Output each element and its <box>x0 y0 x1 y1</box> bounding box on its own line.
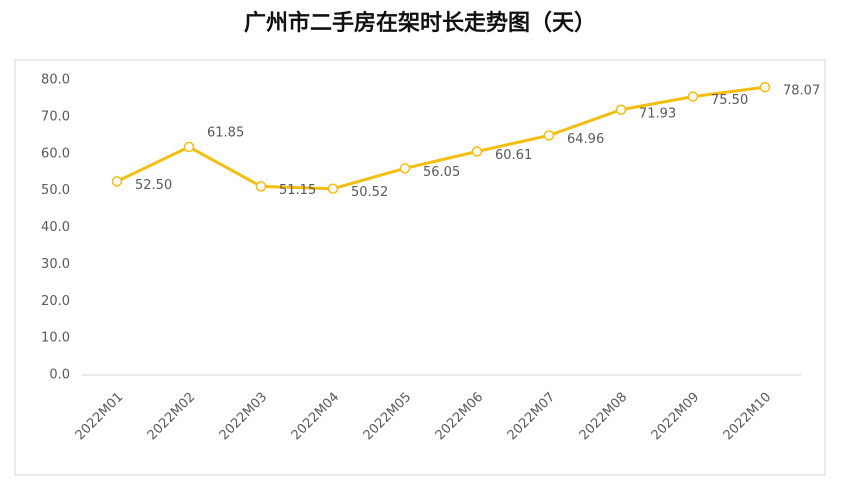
data-label: 75.50 <box>711 93 748 108</box>
y-tick-label: 10.0 <box>41 331 70 346</box>
y-tick-label: 40.0 <box>41 220 70 235</box>
chart-frame <box>14 59 826 476</box>
x-tick-label: 2022M03 <box>217 390 271 444</box>
x-tick-label: 2022M09 <box>649 390 703 444</box>
y-tick-label: 30.0 <box>41 257 70 272</box>
marker <box>255 181 267 192</box>
chart-title: 广州市二手房在架时长走势图（天） <box>244 10 596 36</box>
marker <box>183 141 195 153</box>
marker <box>543 130 555 141</box>
data-label: 61.85 <box>207 125 244 140</box>
marker <box>111 176 123 187</box>
marker <box>759 81 771 93</box>
line <box>116 85 766 191</box>
x-tick-label: 2022M05 <box>361 390 415 444</box>
marker <box>327 183 339 194</box>
x-tick-label: 2022M08 <box>577 390 631 444</box>
x-tick-label: 2022M10 <box>721 390 775 444</box>
y-tick-label: 50.0 <box>41 183 70 198</box>
data-label: 51.15 <box>279 183 316 198</box>
y-tick-label: 0.0 <box>49 368 70 383</box>
x-tick-label: 2022M07 <box>505 390 559 444</box>
x-tick-label: 2022M06 <box>433 390 487 444</box>
data-label: 52.50 <box>135 178 172 193</box>
data-label: 64.96 <box>567 132 604 147</box>
data-label: 56.05 <box>423 165 460 180</box>
data-label: 78.07 <box>783 84 820 99</box>
y-tick-label: 60.0 <box>41 146 70 161</box>
x-tick-label: 2022M02 <box>145 390 199 444</box>
x-tick-label: 2022M01 <box>73 390 127 444</box>
marker <box>471 146 483 157</box>
y-tick-label: 20.0 <box>41 294 70 309</box>
x-tick-label: 2022M04 <box>289 390 343 444</box>
y-tick-label: 80.0 <box>41 73 70 88</box>
data-label: 50.52 <box>351 185 388 200</box>
data-label: 60.61 <box>495 148 532 163</box>
data-label: 71.93 <box>639 106 676 121</box>
marker <box>399 163 411 174</box>
marker <box>615 104 627 116</box>
marker <box>687 91 699 102</box>
y-tick-label: 70.0 <box>41 109 70 124</box>
